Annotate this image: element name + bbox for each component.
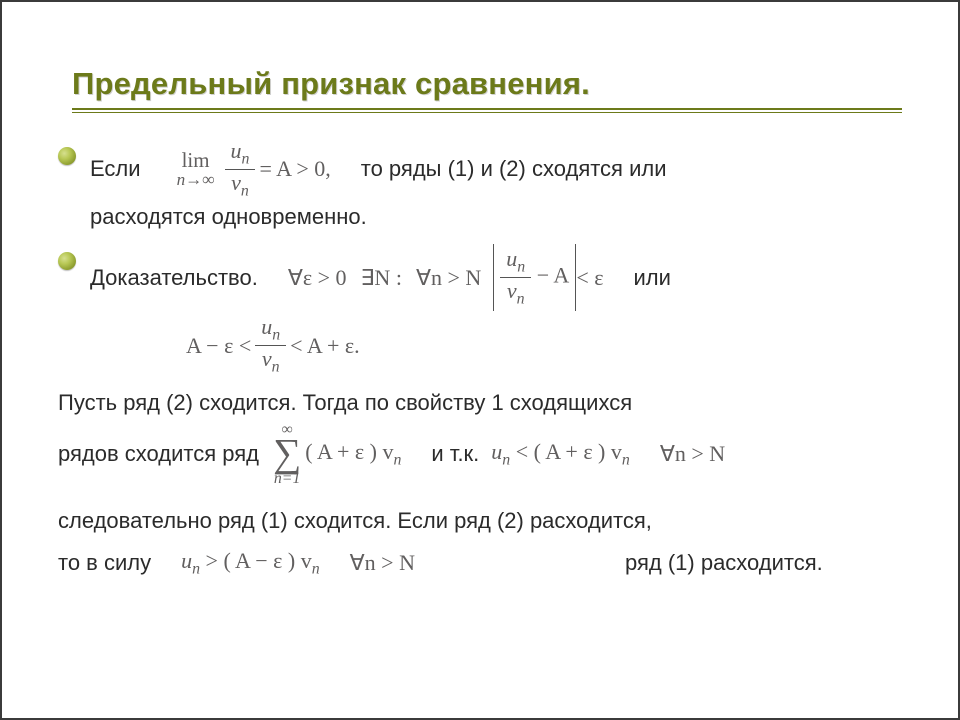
sum-body-text: ( A + ε ) v [305,439,393,464]
paragraph-2: следовательно ряд (1) сходится. Если ряд… [58,504,902,582]
bullet-2-row1: Доказательство. ∀ε > 0 ∃N : ∀n > N un vn… [90,244,902,311]
ineq2-mid: > ( A − ε ) v [200,548,312,573]
title-rule-1 [72,108,902,110]
title-block: Предельный признак сравнения. [58,42,902,125]
abs-num-sub: n [517,259,525,276]
lim-top: lim [177,150,215,172]
text: ряд (1) расходится. [625,546,823,580]
text: Доказательство. [90,261,258,295]
forall-n-gt-N: ∀n > N [660,437,725,471]
bullet-2-row2: A − ε < un vn < A + ε. [90,315,902,376]
abs-den-sub: n [517,291,525,308]
slide: Предельный признак сравнения. Если lim n… [0,0,960,720]
num2: u [261,314,272,339]
fraction-un-vn-2: un vn [255,315,286,376]
p1-line2: рядов сходится ряд ∞ ∑ n=1 ( A + ε ) vn … [58,422,902,486]
lt-a-plus-eps: < A + ε. [290,329,360,363]
p2-line1: следовательно ряд (1) сходится. Если ряд… [58,504,902,538]
sum-body: ( A + ε ) vn [305,435,401,473]
abs-num: u [506,246,517,271]
den2-sub: n [272,359,280,376]
lt-eps: < ε [576,261,603,295]
num-sub: n [242,150,250,167]
ineq-mid: < ( A + ε ) v [510,439,622,464]
eq-a-gt-0: = A > 0, [259,152,330,186]
bullet-item-1: Если lim n→∞ un vn = A > 0, то ряды (1) … [58,139,902,234]
lim-operator: lim n→∞ [177,150,215,190]
text: то ряды (1) и (2) сходятся или [361,152,667,186]
abs-den: v [507,278,517,303]
title-rule-2 [72,112,902,113]
ineq-u: u [491,439,502,464]
ineq-un-gt: un > ( A − ε ) vn [181,544,320,582]
quantifier-eps: ∀ε > 0 [288,261,347,295]
sum-lower: n=1 [273,471,301,486]
den2: v [262,346,272,371]
text: то в силу [58,546,151,580]
a-minus-eps-lt: A − ε < [186,329,251,363]
bullet-icon [58,147,76,165]
ineq2-mid-sub: n [312,561,320,578]
sigma-icon: ∑ [273,437,301,471]
ineq-mid-sub: n [622,452,630,469]
text: рядов сходится ряд [58,437,259,471]
ineq-un-lt: un < ( A + ε ) vn [491,435,630,473]
paragraph-1: Пусть ряд (2) сходится. Тогда по свойств… [58,386,902,486]
bullet-1-body: Если lim n→∞ un vn = A > 0, то ряды (1) … [90,139,902,234]
quantifier-existsN: ∃N : [361,261,402,295]
quantifier-foralln: ∀n > N [416,261,481,295]
text: расходятся одновременно. [90,204,367,229]
bullet-item-2: Доказательство. ∀ε > 0 ∃N : ∀n > N un vn… [58,244,902,376]
ineq2-u-sub: n [192,561,200,578]
lim-bot: n→∞ [177,171,215,189]
slide-title: Предельный признак сравнения. [72,66,902,102]
text: или [633,261,670,295]
bullet-icon [58,252,76,270]
bullet-2-body: Доказательство. ∀ε > 0 ∃N : ∀n > N un vn… [90,244,902,376]
den-sub: n [241,182,249,199]
abs-minus-A: − A [531,263,569,288]
bullet-1-row1: Если lim n→∞ un vn = A > 0, то ряды (1) … [90,139,902,200]
ineq2-u: u [181,548,192,573]
sum-body-sub: n [393,452,401,469]
sum-operator: ∞ ∑ n=1 [273,422,301,486]
bullet-1-row2: расходятся одновременно. [90,200,902,234]
text: и т.к. [431,437,479,471]
text: Если [90,152,141,186]
abs-expr: un vn − A [493,244,576,311]
fraction-un-vn: un vn [225,139,256,200]
num2-sub: n [272,327,280,344]
p2-line2: то в силу un > ( A − ε ) vn ∀n > N ряд (… [58,544,902,582]
num-var: u [231,138,242,163]
forall-n-gt-N-2: ∀n > N [350,546,415,580]
p1-line1: Пусть ряд (2) сходится. Тогда по свойств… [58,386,902,420]
content: Если lim n→∞ un vn = A > 0, то ряды (1) … [58,125,902,582]
den-var: v [231,170,241,195]
